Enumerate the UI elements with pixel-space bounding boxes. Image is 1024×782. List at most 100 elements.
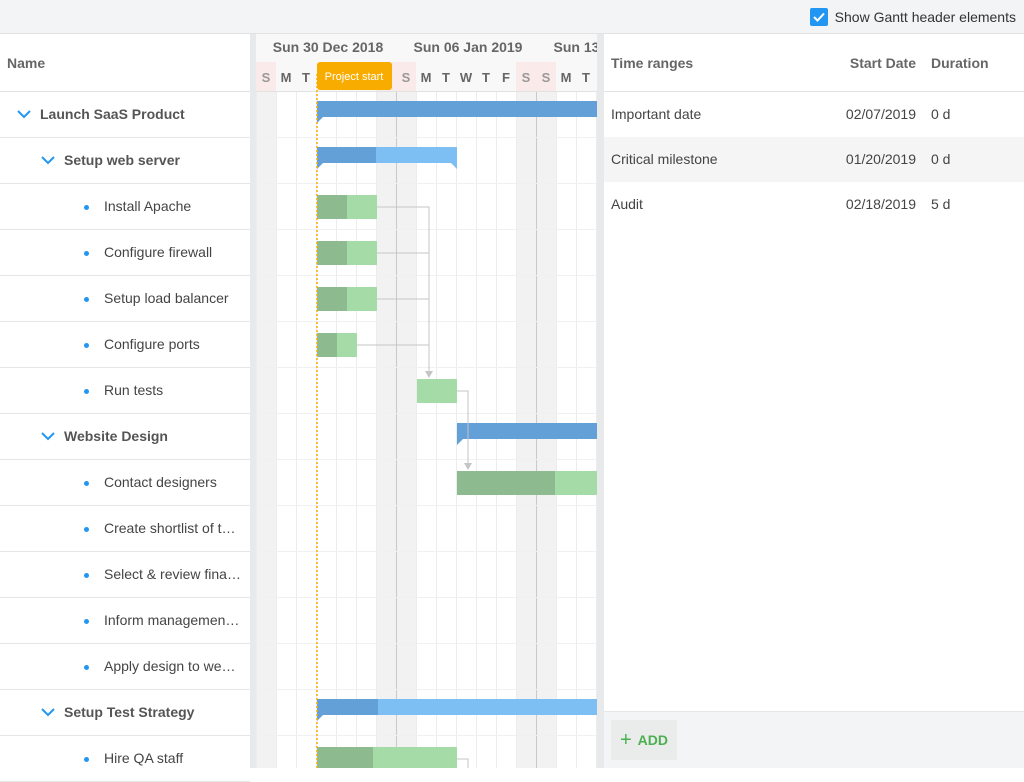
task-name: Install Apache [104,198,192,214]
chevron-down-icon[interactable] [40,152,56,168]
task-bar-progress [457,471,555,495]
time-range-duration: 0 d [931,151,951,167]
task-name: Launch SaaS Product [40,106,185,122]
day-label: S [262,70,271,85]
leaf-bullet-icon [84,343,89,348]
time-range-start: 02/07/2019 [845,106,916,122]
day-label: M [421,70,432,85]
weekend-column [396,92,416,768]
task-row[interactable]: Create shortlist of three designers [0,506,250,552]
show-gantt-header-toggle[interactable]: Show Gantt header elements [809,7,1016,27]
task-name: Setup web server [64,152,180,168]
weekend-column [256,92,276,768]
task-bar-progress [317,333,337,357]
task-row[interactable]: Install Apache [0,184,250,230]
leaf-bullet-icon [84,481,89,486]
parent-bar-tip [457,439,463,445]
task-name: Apply design to web site [104,658,242,674]
time-ranges-column-header[interactable]: Time ranges [611,55,694,71]
grid-splitter[interactable] [250,34,256,768]
chevron-down-icon[interactable] [16,106,32,122]
time-ranges-panel: Time ranges Start Date Duration Importan… [604,34,1024,768]
task-name: Setup Test Strategy [64,704,195,720]
task-rows: Launch SaaS Product Setup web server Insta… [0,92,250,782]
week-label: Sun 06 Jan 2019 [414,39,523,55]
time-range-duration: 5 d [931,196,951,212]
time-range-start: 01/20/2019 [845,151,916,167]
add-label: ADD [637,732,669,748]
task-row[interactable]: Hire QA staff [0,736,250,782]
day-label: M [281,70,292,85]
task-row[interactable]: Website Design [0,414,250,460]
chevron-down-icon[interactable] [40,428,56,444]
top-toolbar: Show Gantt header elements [0,0,1024,34]
task-row[interactable]: Configure firewall [0,230,250,276]
gantt-canvas[interactable]: Sun 30 Dec 2018 Sun 06 Jan 2019 Sun 13 Jan… [256,34,597,768]
parent-bar-setup-web-server-progress [317,147,376,163]
task-name: Website Design [64,428,168,444]
gantt-chart[interactable]: Sun 30 Dec 2018 Sun 06 Jan 2019 Sun 13 Jan… [256,34,597,768]
leaf-bullet-icon [84,389,89,394]
task-row[interactable]: Select & review final design [0,552,250,598]
parent-bar-setup-test-strategy[interactable] [317,699,597,715]
parent-bar-tip [317,163,323,169]
time-range-duration: 0 d [931,106,951,122]
weekend-header-cell [516,62,536,92]
parent-bar-tip [451,163,457,169]
weekend-header-cell [256,62,276,92]
task-bar-progress [317,747,373,768]
day-label: T [442,70,450,85]
time-range-start: 02/18/2019 [845,196,916,212]
leaf-bullet-icon [84,251,89,256]
project-start-flag[interactable] [317,62,392,90]
task-row[interactable]: Inform management about decision [0,598,250,644]
task-name: Run tests [104,382,164,398]
duration-column-header[interactable]: Duration [931,55,989,71]
checkbox-checked-icon[interactable] [809,8,828,26]
task-row[interactable]: Run tests [0,368,250,414]
parent-bar-setup-test-strategy-progress [317,699,378,715]
day-label: T [582,70,590,85]
time-range-name: Audit [611,196,643,212]
task-row[interactable]: Configure ports [0,322,250,368]
task-row[interactable]: Apply design to web site [0,644,250,690]
task-row[interactable]: Contact designers [0,460,250,506]
leaf-bullet-icon [84,297,89,302]
chevron-down-icon[interactable] [40,704,56,720]
parent-bar-launch-saas-progress [317,101,597,117]
task-name: Setup load balancer [104,290,229,306]
task-row[interactable]: Setup load balancer [0,276,250,322]
day-label: W [460,70,473,85]
start-date-column-header[interactable]: Start Date [849,55,916,71]
parent-bar-tip [317,715,323,721]
weekend-header-cell [536,62,556,92]
task-row[interactable]: Launch SaaS Product [0,92,250,138]
time-range-row[interactable]: Audit 02/18/2019 5 d [604,182,1024,227]
day-label: S [522,70,531,85]
leaf-bullet-icon [84,573,89,578]
week-label: Sun 13 Jan 2019 [554,39,597,55]
weekend-header-cell [396,62,416,92]
project-start-label: Project start [325,71,384,83]
task-name: Contact designers [104,474,217,490]
task-bar-progress [317,241,347,265]
dependency-arrow-icon [425,371,433,378]
task-row[interactable]: Setup web server [0,138,250,184]
add-time-range-button[interactable]: + ADD [611,720,677,760]
week-label: Sun 30 Dec 2018 [273,39,384,55]
time-range-row[interactable]: Critical milestone 01/20/2019 0 d [604,137,1024,182]
task-name: Select & review final design [104,566,242,582]
day-label: F [502,70,510,85]
name-column-header[interactable]: Name [0,34,250,92]
day-label: T [482,70,490,85]
task-name: Create shortlist of three designers [104,520,242,536]
time-range-name: Important date [611,106,702,122]
show-gantt-header-label: Show Gantt header elements [834,9,1016,25]
dependency-line [377,206,430,371]
panel-splitter[interactable] [597,34,604,768]
task-row[interactable]: Setup Test Strategy [0,690,250,736]
time-range-row[interactable]: Important date 02/07/2019 0 d [604,92,1024,137]
parent-bar-website-design-progress [457,423,597,439]
task-name: Configure ports [104,336,200,352]
task-bar[interactable] [417,379,457,403]
